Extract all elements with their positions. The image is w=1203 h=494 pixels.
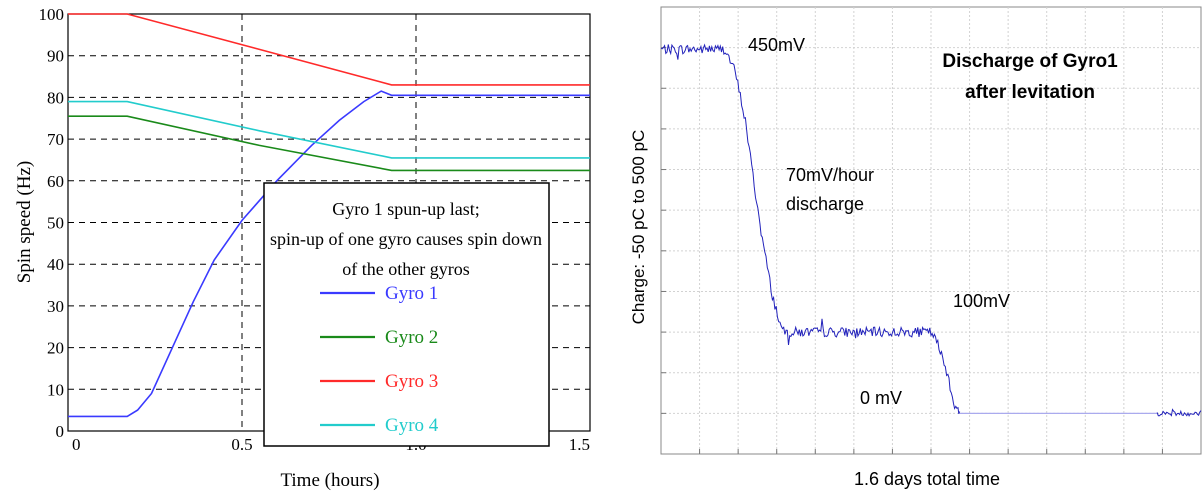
right-chart-title: Discharge of Gyro1 after levitation bbox=[942, 51, 1118, 103]
left-x-tick-label: 1.5 bbox=[569, 435, 590, 454]
left-y-tick-label: 90 bbox=[47, 47, 64, 66]
series-line-gyro-3 bbox=[68, 13, 590, 86]
series-line-gyro-1 bbox=[68, 90, 590, 418]
left-y-tick-label: 10 bbox=[47, 380, 64, 399]
left-y-tick-label: 20 bbox=[47, 339, 64, 358]
discharge-trace bbox=[1156, 408, 1202, 417]
right-grid bbox=[661, 7, 1201, 454]
legend-label: Gyro 1 bbox=[385, 283, 438, 304]
left-legend: Gyro 1 spun-up last; spin-up of one gyro … bbox=[263, 182, 550, 447]
right-y-axis-label: Charge: -50 pC to 500 pC bbox=[629, 130, 648, 325]
left-y-tick-label: 80 bbox=[47, 88, 64, 107]
left-series bbox=[68, 13, 590, 418]
series-line-gyro-4 bbox=[68, 100, 590, 159]
annotation-450mv: 450mV bbox=[748, 35, 805, 55]
left-y-tick-label: 60 bbox=[47, 172, 64, 191]
left-y-tick-label: 100 bbox=[39, 5, 65, 24]
legend-label: Gyro 2 bbox=[385, 327, 438, 348]
legend-box bbox=[263, 182, 550, 447]
left-y-tick-label: 30 bbox=[47, 297, 64, 316]
legend-entries: Gyro 1 Gyro 2 Gyro 3 Gyro 4 bbox=[320, 283, 439, 436]
right-x-axis-label: 1.6 days total time bbox=[854, 469, 1000, 489]
left-y-tick-label: 0 bbox=[56, 422, 65, 441]
left-x-tick-label: 0 bbox=[72, 435, 81, 454]
annotation-0mv: 0 mV bbox=[860, 388, 902, 408]
left-x-axis-label: Time (hours) bbox=[280, 470, 379, 491]
right-chart: Discharge of Gyro1 after levitation 450mV… bbox=[629, 6, 1202, 489]
left-y-tick-label: 50 bbox=[47, 214, 64, 233]
legend-label: Gyro 3 bbox=[385, 371, 438, 392]
left-y-tick-label: 40 bbox=[47, 255, 64, 274]
legend-label: Gyro 4 bbox=[385, 415, 439, 436]
series-line-gyro-2 bbox=[68, 115, 590, 172]
left-y-tick-label: 70 bbox=[47, 130, 64, 149]
right-plot-area bbox=[660, 6, 1202, 455]
annotation-discharge-rate: 70mV/hour discharge bbox=[786, 165, 874, 214]
annotation-100mv: 100mV bbox=[953, 291, 1010, 311]
left-y-axis-label: Spin speed (Hz) bbox=[14, 161, 35, 283]
legend-title: Gyro 1 spun-up last; spin-up of one gyro … bbox=[270, 199, 542, 279]
discharge-trace bbox=[660, 43, 961, 414]
right-series bbox=[660, 43, 1202, 417]
left-x-tick-label: 0.5 bbox=[231, 435, 252, 454]
